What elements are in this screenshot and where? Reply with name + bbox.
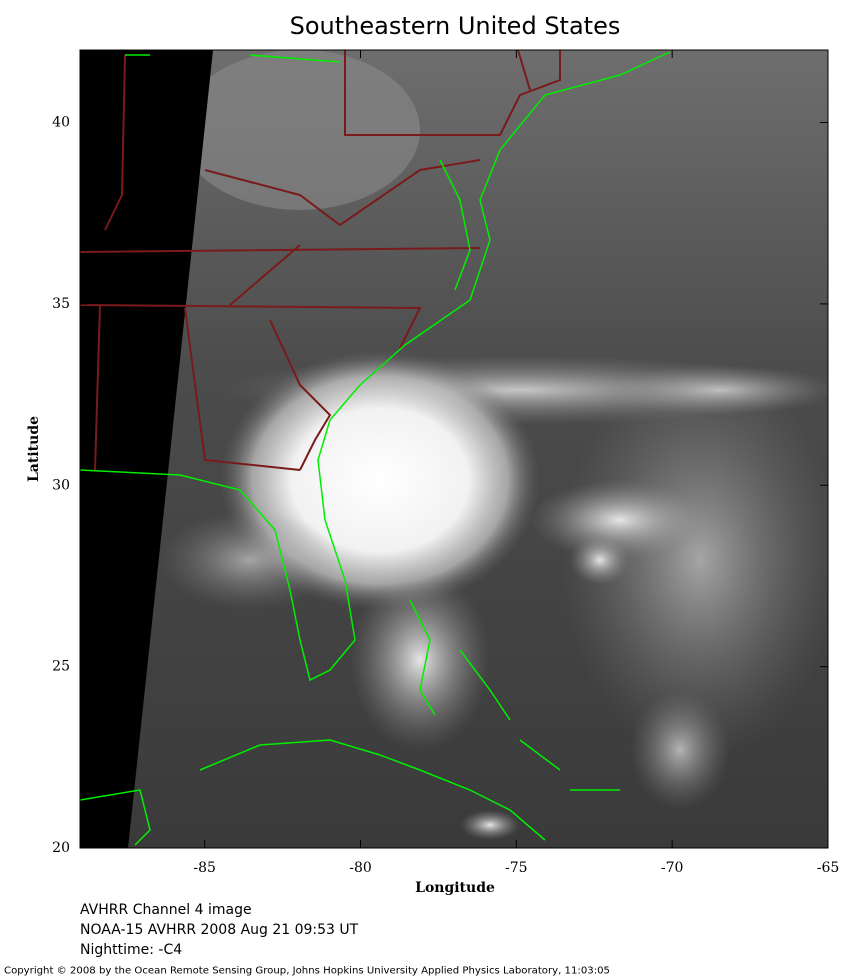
y-tick-label: 35 xyxy=(52,296,70,312)
y-tick-label: 20 xyxy=(52,840,70,856)
y-tick-label: 25 xyxy=(52,659,70,675)
x-tick-label: -70 xyxy=(661,860,684,876)
satellite-image xyxy=(80,50,828,848)
x-tick-label: -75 xyxy=(505,860,528,876)
copyright: Copyright © 2008 by the Ocean Remote Sen… xyxy=(4,966,610,977)
caption-line: NOAA-15 AVHRR 2008 Aug 21 09:53 UT xyxy=(80,922,359,938)
x-tick-label: -80 xyxy=(349,860,372,876)
y-axis-label: Latitude xyxy=(26,416,42,482)
map-title: Southeastern United States xyxy=(290,12,621,40)
y-tick-label: 40 xyxy=(52,115,70,131)
caption-line: Nighttime: -C4 xyxy=(80,942,182,958)
y-tick-label: 30 xyxy=(52,477,70,493)
plot-frame xyxy=(79,49,829,849)
x-tick-label: -85 xyxy=(193,860,216,876)
x-tick-label: -65 xyxy=(817,860,840,876)
x-axis-label: Longitude xyxy=(415,880,495,896)
caption-line: AVHRR Channel 4 image xyxy=(80,902,252,918)
